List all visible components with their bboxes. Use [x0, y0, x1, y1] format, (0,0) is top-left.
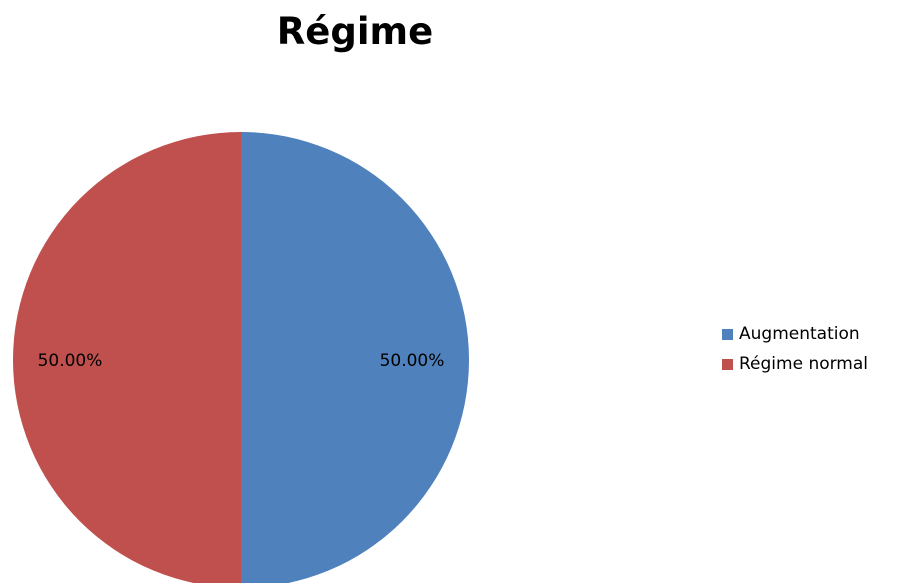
legend-swatch-augmentation: [722, 328, 733, 340]
legend: Augmentation Régime normal: [722, 322, 868, 382]
pie-data-labels: 50.00% 50.00%: [38, 351, 445, 371]
legend-item-augmentation: Augmentation: [722, 322, 868, 346]
pie-slice-0: [241, 132, 469, 583]
pie-slice-1: [13, 132, 241, 583]
chart-title: Régime: [276, 10, 434, 53]
legend-item-regime-normal: Régime normal: [722, 352, 868, 376]
legend-label-regime-normal: Régime normal: [739, 354, 869, 374]
legend-swatch-regime-normal: [722, 358, 733, 370]
pie-slices: [13, 132, 469, 583]
pie-data-label-0: 50.00%: [380, 351, 445, 371]
pie-data-label-1: 50.00%: [38, 351, 103, 371]
legend-label-augmentation: Augmentation: [739, 324, 860, 344]
